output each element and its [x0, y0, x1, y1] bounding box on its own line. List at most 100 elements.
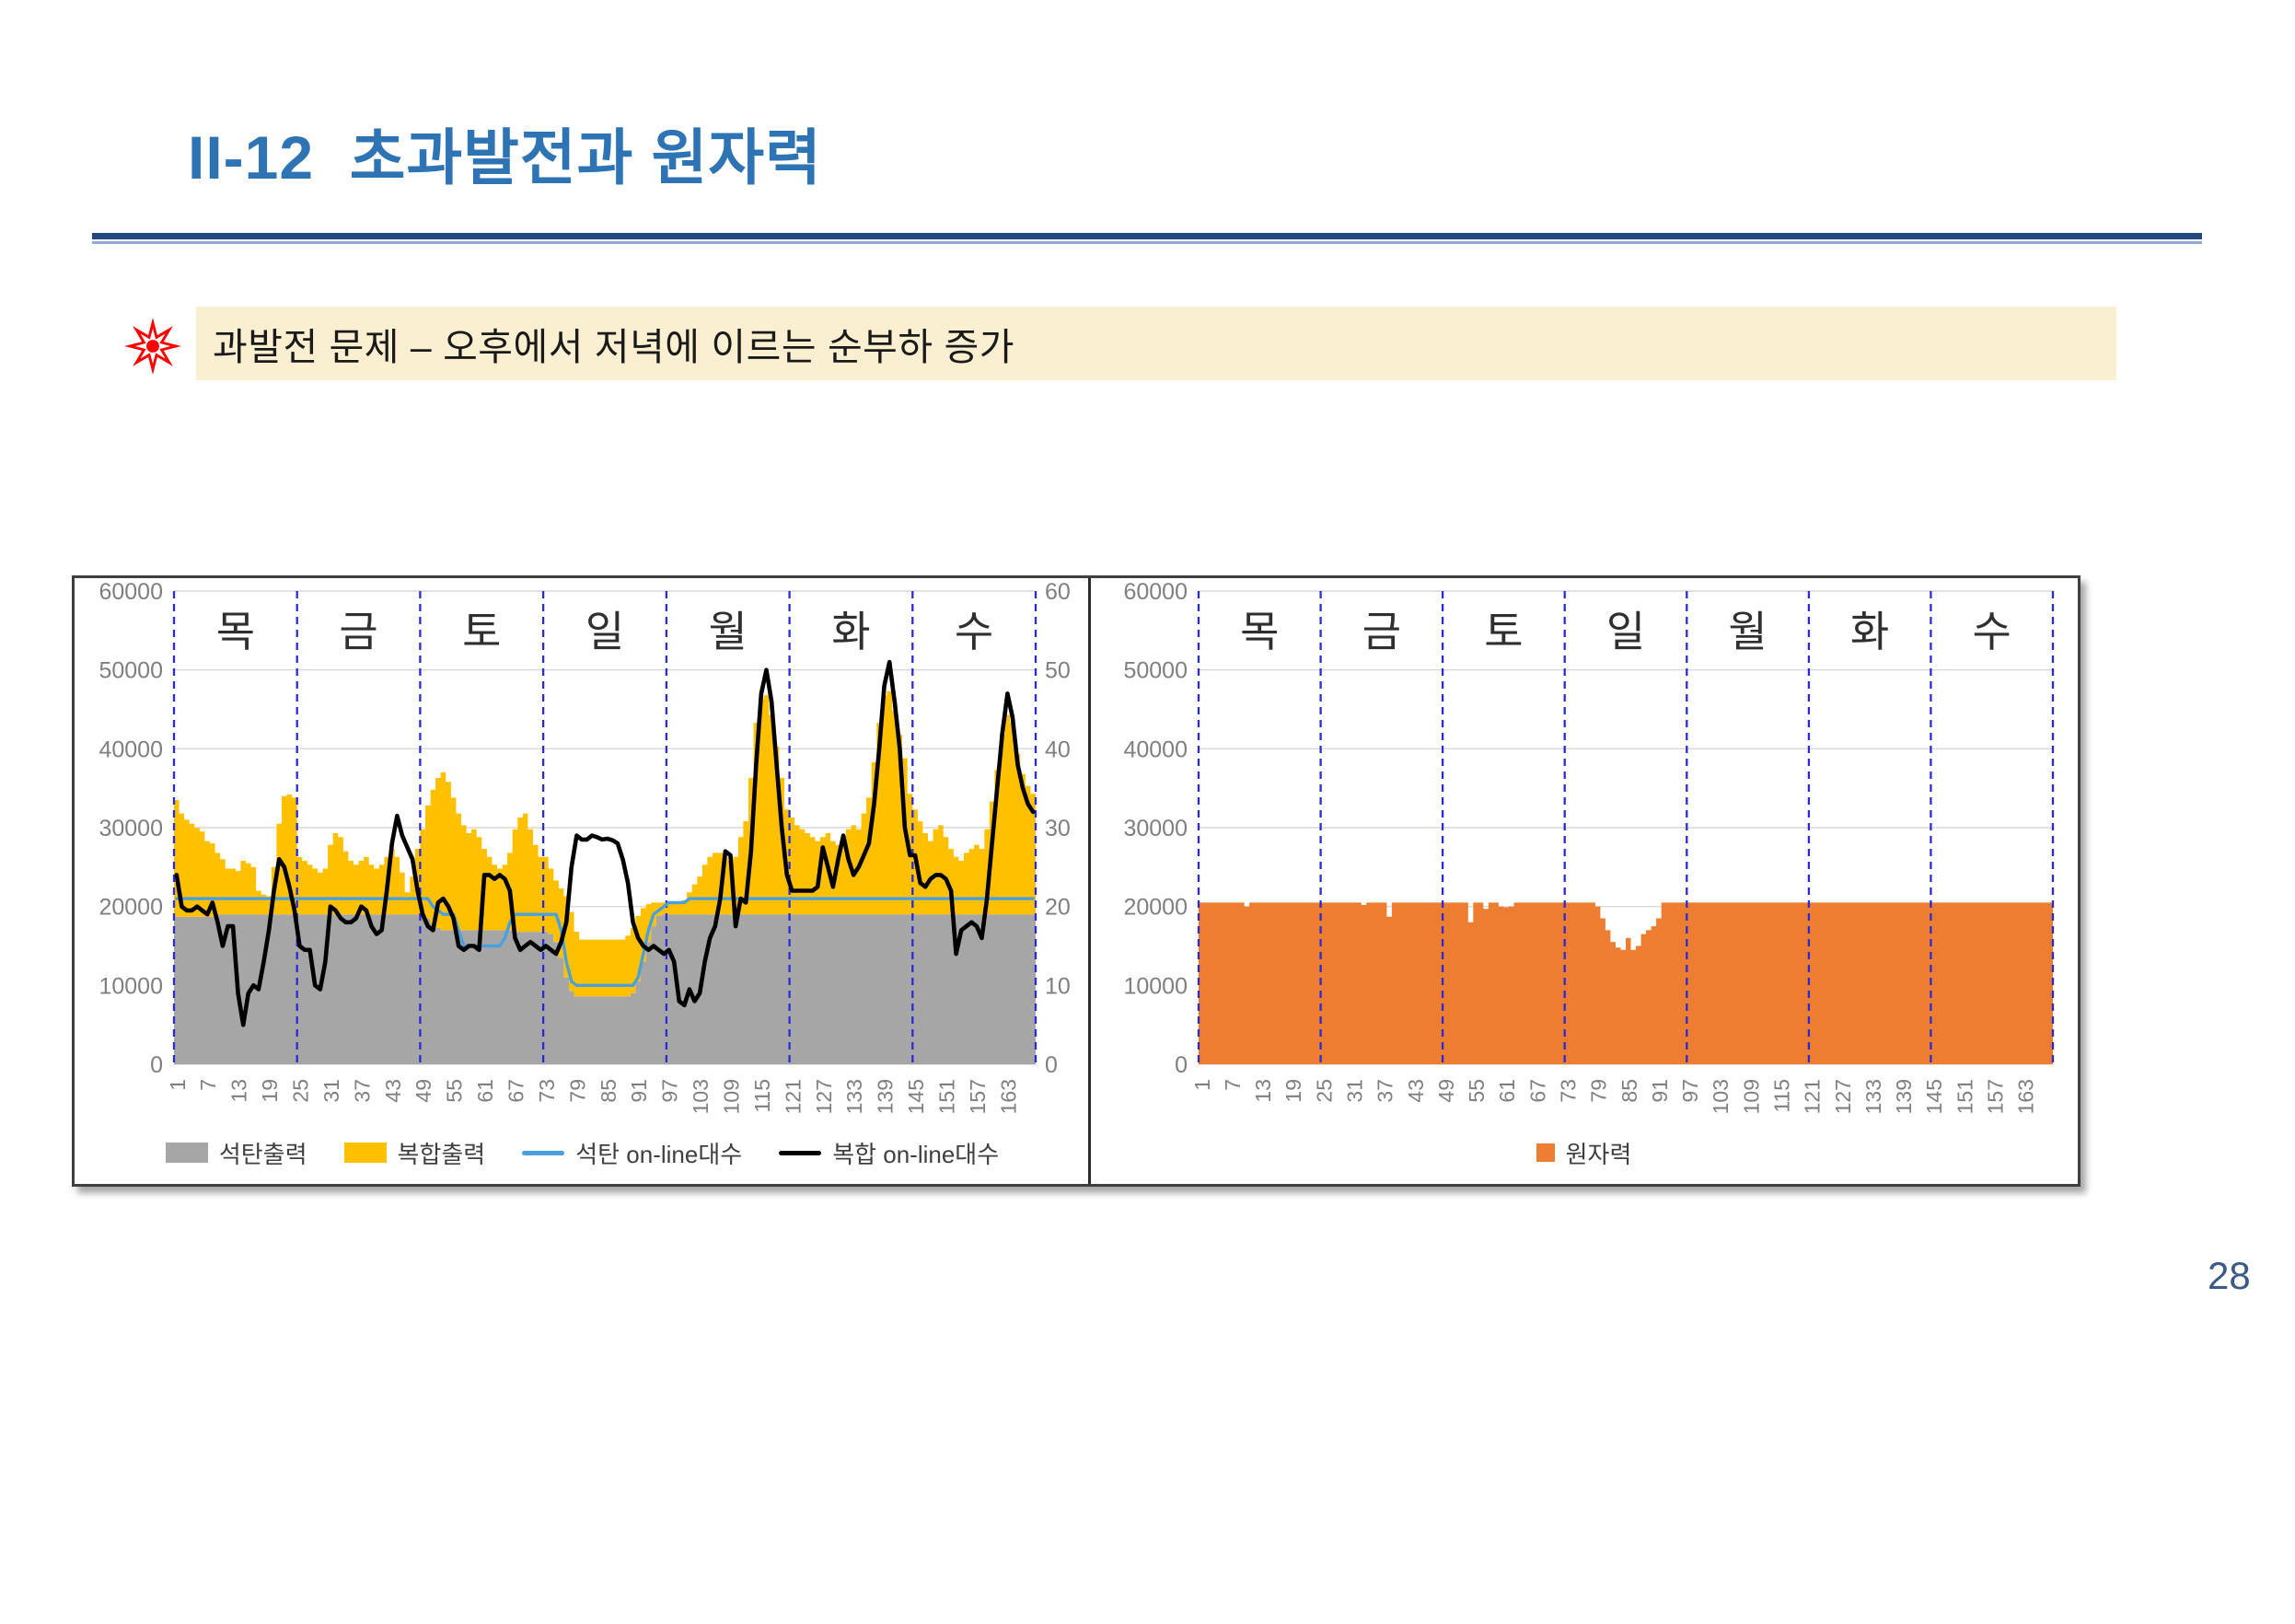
svg-text:37: 37 — [350, 1079, 374, 1103]
svg-text:20000: 20000 — [1123, 895, 1188, 921]
svg-text:121: 121 — [1801, 1079, 1825, 1114]
svg-text:13: 13 — [227, 1079, 251, 1103]
svg-text:49: 49 — [1434, 1079, 1458, 1103]
svg-text:91: 91 — [1648, 1079, 1672, 1103]
legend-item: 석탄 on-line대수 — [522, 1136, 742, 1170]
title-underline-gap — [92, 239, 2202, 241]
legend-item: 석탄출력 — [165, 1136, 307, 1170]
svg-text:10000: 10000 — [99, 973, 163, 999]
svg-text:1: 1 — [1190, 1079, 1214, 1091]
callout-banner: 과발전 문제 – 오후에서 저녁에 이르는 순부하 증가 — [196, 307, 2116, 380]
legend-item: 복합 on-line대수 — [779, 1136, 999, 1170]
svg-text:97: 97 — [1678, 1079, 1702, 1103]
svg-text:토: 토 — [1484, 608, 1523, 655]
svg-text:0: 0 — [1175, 1052, 1188, 1078]
svg-text:25: 25 — [1312, 1079, 1336, 1103]
svg-text:20: 20 — [1045, 895, 1071, 921]
svg-text:60: 60 — [1045, 579, 1071, 605]
svg-text:61: 61 — [473, 1079, 497, 1103]
svg-text:79: 79 — [1587, 1079, 1611, 1103]
svg-text:0: 0 — [150, 1052, 163, 1078]
svg-text:85: 85 — [597, 1079, 620, 1103]
legend-label: 복합출력 — [397, 1140, 486, 1168]
svg-text:73: 73 — [535, 1079, 559, 1103]
legend-swatch — [165, 1143, 208, 1163]
svg-text:40000: 40000 — [1123, 737, 1188, 762]
svg-text:61: 61 — [1495, 1079, 1519, 1103]
legend-swatch — [1536, 1143, 1555, 1162]
svg-text:60000: 60000 — [1123, 579, 1188, 605]
svg-text:50: 50 — [1045, 658, 1071, 684]
svg-text:43: 43 — [381, 1079, 405, 1103]
legend-swatch — [522, 1150, 565, 1155]
svg-text:109: 109 — [1739, 1079, 1763, 1114]
svg-text:79: 79 — [565, 1079, 589, 1103]
svg-text:157: 157 — [966, 1079, 990, 1114]
svg-text:139: 139 — [874, 1079, 898, 1114]
svg-text:화: 화 — [831, 608, 870, 655]
legend-label: 석탄 on-line대수 — [575, 1140, 743, 1168]
svg-text:수: 수 — [955, 608, 993, 655]
svg-text:91: 91 — [627, 1079, 651, 1103]
svg-text:목: 목 — [1240, 608, 1279, 655]
svg-text:19: 19 — [258, 1079, 282, 1103]
svg-text:10: 10 — [1045, 973, 1071, 999]
svg-text:133: 133 — [1861, 1079, 1885, 1114]
svg-text:월: 월 — [1728, 608, 1767, 655]
svg-text:55: 55 — [1465, 1079, 1489, 1103]
nuclear-chart-legend: 원자력 — [1090, 1132, 2078, 1173]
svg-text:43: 43 — [1404, 1079, 1428, 1103]
svg-text:55: 55 — [443, 1079, 467, 1103]
generation-week-chart: 0 0 10000 10 20000 20 30000 30 40000 40 50000 50 600… — [99, 579, 1071, 1114]
legend-swatch — [343, 1143, 387, 1163]
svg-text:163: 163 — [2014, 1079, 2038, 1114]
legend-item: 복합출력 — [343, 1136, 486, 1170]
svg-text:화: 화 — [1850, 608, 1889, 655]
svg-text:금: 금 — [339, 608, 377, 655]
title-underline-thick — [92, 233, 2202, 239]
svg-text:115: 115 — [750, 1079, 774, 1113]
svg-text:151: 151 — [935, 1079, 959, 1114]
svg-text:수: 수 — [1973, 608, 2011, 655]
svg-text:145: 145 — [1922, 1079, 1946, 1114]
svg-text:139: 139 — [1892, 1079, 1916, 1114]
generation-chart-legend: 석탄출력 복합출력 석탄 on-line대수 복합 on-line대수 — [75, 1132, 1090, 1173]
svg-text:85: 85 — [1617, 1079, 1641, 1103]
svg-text:10000: 10000 — [1123, 973, 1188, 999]
svg-text:133: 133 — [842, 1079, 866, 1114]
svg-text:40: 40 — [1045, 737, 1071, 762]
svg-text:7: 7 — [1221, 1079, 1245, 1091]
svg-text:31: 31 — [319, 1079, 343, 1103]
page-number: 28 — [2208, 1254, 2251, 1297]
callout-text: 과발전 문제 – 오후에서 저녁에 이르는 순부하 증가 — [213, 326, 1014, 368]
svg-text:109: 109 — [720, 1079, 744, 1114]
svg-text:73: 73 — [1557, 1079, 1581, 1103]
svg-text:30000: 30000 — [1123, 816, 1188, 841]
svg-text:40000: 40000 — [99, 737, 163, 762]
starburst-core — [146, 340, 159, 353]
svg-text:0: 0 — [1045, 1052, 1058, 1078]
legend-label: 복합 on-line대수 — [832, 1140, 1000, 1168]
svg-text:49: 49 — [411, 1079, 435, 1103]
svg-text:157: 157 — [1984, 1079, 2008, 1114]
title-underline-thin — [92, 241, 2202, 244]
legend-label: 석탄출력 — [218, 1140, 307, 1168]
svg-text:목: 목 — [216, 608, 255, 655]
svg-text:121: 121 — [781, 1079, 805, 1114]
svg-text:30: 30 — [1045, 816, 1071, 841]
svg-text:월: 월 — [709, 608, 748, 655]
legend-item: 원자력 — [1536, 1136, 1631, 1170]
title-underline — [92, 233, 2202, 246]
svg-text:31: 31 — [1343, 1079, 1367, 1103]
panel-divider — [1088, 578, 1091, 1184]
svg-text:일: 일 — [585, 608, 624, 655]
svg-text:145: 145 — [904, 1079, 928, 1114]
svg-text:19: 19 — [1281, 1079, 1305, 1103]
starburst-icon — [124, 318, 181, 375]
svg-text:7: 7 — [196, 1079, 220, 1091]
svg-text:50000: 50000 — [1123, 658, 1188, 684]
svg-text:127: 127 — [1831, 1079, 1855, 1114]
svg-text:토: 토 — [462, 608, 501, 655]
